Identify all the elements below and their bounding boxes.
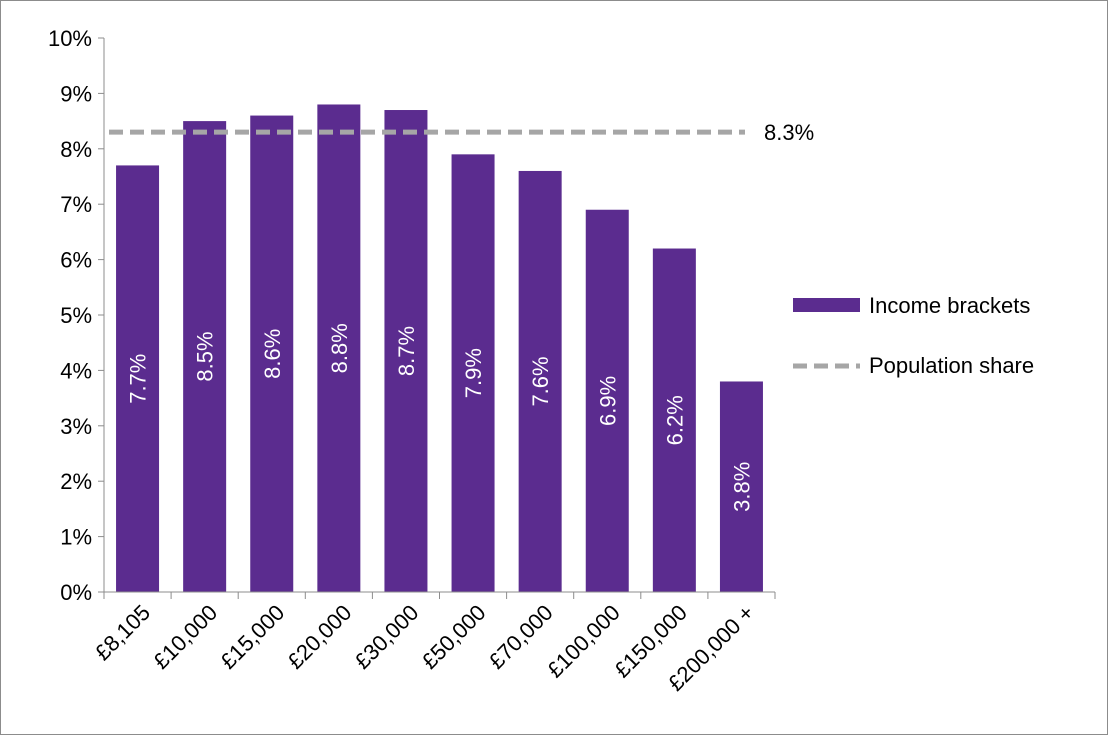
bar <box>384 110 428 593</box>
x-tick-label: £20,000 <box>282 600 356 674</box>
y-tick-label: 8% <box>60 137 92 162</box>
legend-swatch-income-brackets <box>793 298 860 312</box>
x-tick-label: £10,000 <box>148 600 222 674</box>
bar <box>518 170 562 592</box>
x-tick-label: £30,000 <box>350 600 424 674</box>
legend-label-income-brackets: Income brackets <box>869 293 1030 318</box>
y-axis: 0% 1% 2% 3% 4% 5% 6% 7% 8% 9% 10% <box>48 26 105 605</box>
y-tick-label: 10% <box>48 26 92 51</box>
bar <box>183 121 227 592</box>
bar-data-label: 7.9% <box>461 348 486 398</box>
bar-data-label: 8.7% <box>394 326 419 376</box>
bar <box>116 165 160 593</box>
bar <box>451 154 495 592</box>
x-tick-label: £15,000 <box>215 600 289 674</box>
bar <box>652 248 696 592</box>
bar-data-label: 6.9% <box>595 376 620 426</box>
y-tick-label: 4% <box>60 358 92 383</box>
bar-data-label: 7.6% <box>528 356 553 406</box>
bars: 7.7% 8.5% 8.6% 8.8% 8.7% 7.9% 7.6% 6.9% 6.2% 3.8% <box>116 104 763 593</box>
bar-data-label: 8.5% <box>193 331 218 381</box>
bar <box>250 115 294 592</box>
y-tick-label: 5% <box>60 303 92 328</box>
y-tick-label: 1% <box>60 525 92 550</box>
x-tick-label: £50,000 <box>417 600 491 674</box>
bar-data-label: 7.7% <box>126 354 151 404</box>
legend: Income brackets Population share <box>793 293 1034 378</box>
bar-data-label: 3.8% <box>729 462 754 512</box>
x-tick-label: £100,000 <box>542 600 625 683</box>
legend-label-population-share: Population share <box>869 353 1034 378</box>
bar <box>317 104 361 592</box>
y-tick-label: 7% <box>60 192 92 217</box>
bar <box>719 381 763 592</box>
population-share-label: 8.3% <box>764 120 814 145</box>
y-tick-label: 0% <box>60 580 92 605</box>
bar <box>585 209 629 593</box>
x-tick-label: £8,105 <box>90 600 155 665</box>
x-axis: £8,105£10,000£15,000£20,000£30,000£50,00… <box>90 591 776 696</box>
bar-data-label: 8.8% <box>327 323 352 373</box>
y-tick-label: 6% <box>60 248 92 273</box>
bar-data-label: 8.6% <box>260 329 285 379</box>
population-share-line-group: 8.3% <box>109 120 814 145</box>
bar-data-label: 6.2% <box>662 395 687 445</box>
y-tick-label: 9% <box>60 81 92 106</box>
y-tick-label: 3% <box>60 414 92 439</box>
y-tick-label: 2% <box>60 469 92 494</box>
